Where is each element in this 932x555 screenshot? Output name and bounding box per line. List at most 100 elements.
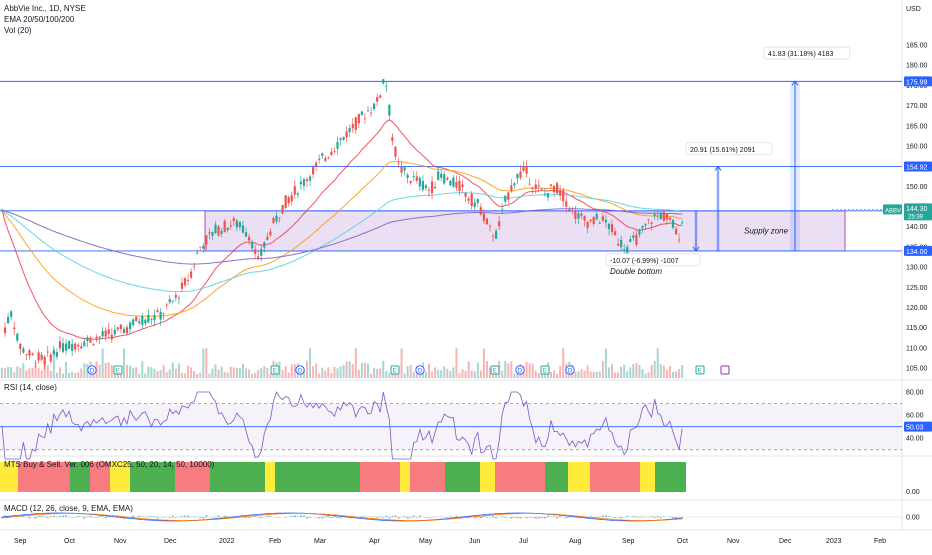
candle-body xyxy=(452,178,454,187)
macd-hist-bar xyxy=(154,516,156,517)
macd-hist-bar xyxy=(22,516,24,517)
volume-bar xyxy=(657,348,659,378)
candle-body xyxy=(626,247,628,253)
candle-body xyxy=(556,183,558,193)
candle-body xyxy=(364,118,366,119)
volume-bar xyxy=(132,368,134,378)
candle-body xyxy=(382,79,384,83)
candle-body xyxy=(160,312,162,320)
volume-bar xyxy=(388,373,390,378)
volume-bar xyxy=(663,365,665,378)
candle-body xyxy=(529,184,531,185)
volume-bar xyxy=(245,368,247,378)
ema-legend[interactable]: EMA 20/50/100/200 xyxy=(4,14,86,25)
macd-hist-bar xyxy=(480,517,482,518)
volume-bar xyxy=(138,374,140,378)
volume-bar xyxy=(614,372,616,378)
macd-hist-bar xyxy=(611,517,613,518)
volume-bar xyxy=(459,373,461,378)
candle-body xyxy=(71,344,73,351)
level-tag-label: 154.92 xyxy=(906,164,928,171)
volume-bar xyxy=(50,371,52,378)
candle-body xyxy=(324,158,326,161)
macd-hist-bar xyxy=(35,517,37,519)
volume-bar xyxy=(205,348,207,378)
volume-bar xyxy=(233,367,235,378)
macd-hist-bar xyxy=(535,517,537,519)
volume-bar xyxy=(367,364,369,378)
macd-hist-bar xyxy=(608,516,610,517)
candle-body xyxy=(339,138,341,140)
macd-hist-bar xyxy=(187,516,189,517)
volume-bar xyxy=(462,369,464,378)
candle-body xyxy=(590,220,592,222)
candle-body xyxy=(458,181,460,191)
time-axis-label: Feb xyxy=(269,538,281,545)
volume-bar xyxy=(379,368,381,378)
volume-bar xyxy=(254,373,256,378)
macd-hist-bar xyxy=(605,515,607,517)
macd-pane-title[interactable]: MACD (12, 26, close, 9, EMA, EMA) xyxy=(4,504,133,513)
level-tag-label: 134.00 xyxy=(906,249,928,256)
volume-bar xyxy=(77,372,79,378)
candle-body xyxy=(315,163,317,166)
symbol-title[interactable]: AbbVie Inc., 1D, NYSE xyxy=(4,3,86,14)
volume-bar xyxy=(157,371,159,378)
candle-body xyxy=(391,137,393,141)
time-axis-label: Dec xyxy=(779,538,792,545)
macd-hist-bar xyxy=(254,516,256,517)
candle-body xyxy=(4,327,6,333)
macd-hist-bar xyxy=(56,517,58,518)
macd-hist-bar xyxy=(510,517,512,519)
candle-body xyxy=(632,235,634,237)
volume-bar xyxy=(382,361,384,378)
event-marker-label: D xyxy=(418,369,423,375)
candle-body xyxy=(431,181,433,193)
macd-axis-label: 0.00 xyxy=(906,515,920,522)
macd-hist-bar xyxy=(150,516,152,517)
candle-body xyxy=(388,105,390,116)
volume-bar xyxy=(327,367,329,378)
volume-bar xyxy=(224,372,226,378)
candle-body xyxy=(629,239,631,242)
volume-bar xyxy=(251,374,253,378)
macd-hist-bar xyxy=(96,517,98,518)
candle-body xyxy=(593,217,595,224)
volume-bar xyxy=(413,372,415,378)
mts-pane-title[interactable]: MTS Buy & Sell. Ver. 006 (OMXC25, 50, 20… xyxy=(4,460,214,469)
volume-bar xyxy=(532,363,534,378)
volume-bar xyxy=(239,368,241,378)
candle-body xyxy=(623,249,625,250)
candle-body xyxy=(83,342,85,347)
rsi-pane-title[interactable]: RSI (14, close) xyxy=(4,383,57,392)
candle-body xyxy=(169,299,171,302)
candle-body xyxy=(547,193,549,197)
volume-bar xyxy=(587,366,589,378)
chart-legend: AbbVie Inc., 1D, NYSE EMA 20/50/100/200 … xyxy=(4,3,86,36)
candle-body xyxy=(660,213,662,219)
macd-hist-bar xyxy=(89,516,91,517)
vol-legend[interactable]: Vol (20) xyxy=(4,25,86,36)
candle-body xyxy=(187,280,189,281)
volume-bar xyxy=(581,369,583,378)
measure-mid-label: 20.91 (15.61%) 2091 xyxy=(690,147,755,154)
candle-body xyxy=(16,334,18,341)
candle-body xyxy=(303,179,305,185)
volume-bar xyxy=(190,367,192,378)
candle-body xyxy=(123,329,125,333)
volume-bar xyxy=(623,365,625,378)
macd-hist-bar xyxy=(163,517,165,518)
volume-bar xyxy=(221,367,223,378)
macd-hist-bar xyxy=(541,517,543,518)
event-marker-label: D xyxy=(298,369,303,375)
candle-body xyxy=(486,218,488,224)
volume-bar xyxy=(449,371,451,378)
candle-body xyxy=(361,112,363,115)
price-axis-label: 165.00 xyxy=(906,123,928,130)
candle-body xyxy=(105,331,107,337)
macd-hist-bar xyxy=(449,516,451,517)
candle-body xyxy=(541,189,543,190)
candle-body xyxy=(205,235,207,244)
candle-body xyxy=(355,117,357,130)
